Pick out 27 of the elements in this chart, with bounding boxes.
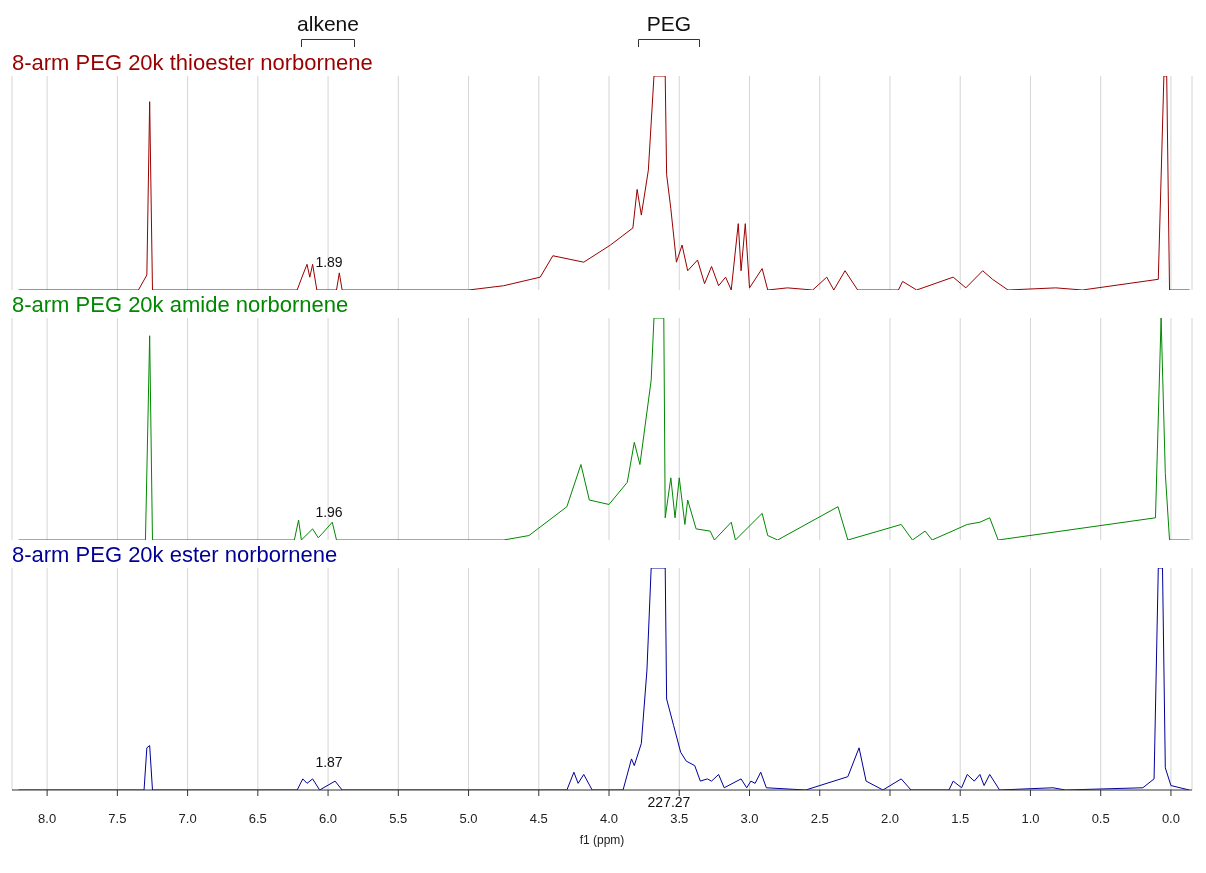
text: 227.27 bbox=[646, 794, 692, 810]
x-tick-label: 7.5 bbox=[108, 811, 127, 827]
x-tick-label: 6.0 bbox=[319, 811, 338, 827]
x-tick-label: 3.5 bbox=[670, 811, 689, 827]
x-tick-label: 2.5 bbox=[810, 811, 829, 827]
x-tick-label: 2.0 bbox=[880, 811, 900, 827]
chart-title: 8-arm PEG 20k amide norbornene bbox=[12, 292, 349, 317]
x-axis-title: f1 (ppm) bbox=[579, 833, 625, 847]
annotation: 1.89 bbox=[314, 254, 344, 270]
text: alkene bbox=[296, 12, 360, 36]
x-tick-label: 0.5 bbox=[1091, 811, 1110, 827]
x-tick-label: 1.5 bbox=[951, 811, 970, 827]
text: PEG bbox=[645, 12, 693, 36]
x-tick-label: 0.0 bbox=[1161, 811, 1180, 827]
x-tick-label: 8.0 bbox=[38, 811, 57, 827]
x-tick-label: 5.5 bbox=[389, 811, 408, 827]
x-tick-label: 7.0 bbox=[178, 811, 197, 827]
x-tick-label: 5.0 bbox=[459, 811, 478, 827]
x-tick-label: 6.5 bbox=[248, 811, 267, 827]
chart-title: 8-arm PEG 20k thioester norbornene bbox=[12, 50, 373, 75]
x-tick-label: 3.0 bbox=[740, 811, 759, 827]
chart-title: 8-arm PEG 20k ester norbornene bbox=[12, 542, 338, 567]
x-tick-label: 4.0 bbox=[599, 811, 619, 827]
x-tick-label: 1.0 bbox=[1021, 811, 1040, 827]
annotation: 1.96 bbox=[314, 504, 344, 520]
x-tick-label: 4.5 bbox=[529, 811, 548, 827]
annotation: 1.87 bbox=[314, 754, 344, 770]
